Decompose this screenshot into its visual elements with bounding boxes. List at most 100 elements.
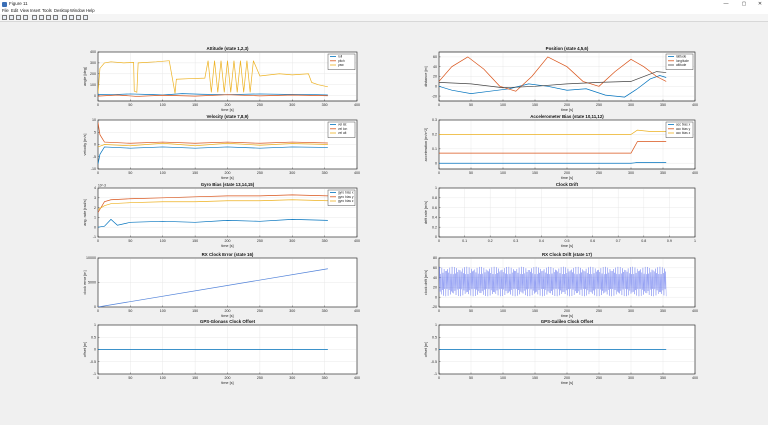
y-axis-label: offset [m] — [424, 342, 428, 358]
series-line-gyro-bias-z — [98, 199, 328, 210]
menu-help[interactable]: Help — [86, 8, 95, 13]
x-axis-label: time [s] — [561, 108, 573, 112]
menu-insert[interactable]: Insert — [30, 8, 41, 13]
series-line-altitude — [439, 71, 667, 89]
y-axis-label: clock error [m] — [83, 270, 87, 294]
menu-window[interactable]: Window — [70, 8, 85, 13]
print-icon[interactable] — [23, 15, 28, 20]
series-line-roll — [98, 93, 328, 96]
y-tick-label: 0 — [94, 143, 96, 147]
new-icon[interactable] — [2, 15, 7, 20]
y-tick-label: -1 — [93, 235, 96, 239]
y-tick-label: 4 — [94, 186, 96, 190]
y-tick-label: 10000 — [86, 256, 96, 260]
matlab-figure-icon — [2, 1, 7, 7]
close-button[interactable]: ✕ — [757, 1, 763, 7]
pan-icon[interactable] — [46, 15, 51, 20]
axes-frame — [97, 257, 358, 308]
x-tick-label: 200 — [225, 103, 231, 107]
save-icon[interactable] — [16, 15, 21, 20]
colorbar-icon[interactable] — [76, 15, 81, 20]
x-tick-label: 350 — [322, 239, 328, 243]
series-line-vel-lat — [98, 146, 328, 165]
datacursor-icon[interactable] — [62, 15, 67, 20]
y-tick-label: 3 — [94, 196, 96, 200]
x-tick-label: 0 — [438, 103, 440, 107]
legend-entry: gyro bias y — [338, 195, 354, 199]
series-line-acc-bias-y — [439, 141, 667, 154]
x-axis-label: time [s] — [221, 176, 233, 180]
x-tick-label: 400 — [354, 376, 360, 380]
y-axis-label: drift rate [m/s] — [424, 201, 428, 224]
chart-gpsgalileo: 0 50 100 150 200 250 300 350 400 -1 -0.5 0 0.5 1 GPS-G… — [424, 319, 698, 385]
x-tick-label: 0 — [438, 309, 440, 313]
rotate-icon[interactable] — [53, 15, 58, 20]
x-tick-label: 400 — [354, 171, 360, 175]
x-tick-label: 400 — [354, 239, 360, 243]
open-icon[interactable] — [9, 15, 14, 20]
y-tick-label: 0.8 — [432, 196, 437, 200]
x-tick-label: 150 — [532, 376, 538, 380]
zoom-out-icon[interactable] — [39, 15, 44, 20]
x-tick-label: 0.4 — [539, 239, 544, 243]
y-tick-label: 0 — [94, 94, 96, 98]
x-tick-label: 400 — [354, 103, 360, 107]
x-tick-label: 400 — [692, 376, 698, 380]
x-axis-label: time [s] — [221, 244, 233, 248]
x-tick-label: 350 — [660, 376, 666, 380]
x-tick-label: 300 — [289, 239, 295, 243]
legend-entry: gyro bias z — [338, 199, 354, 203]
maximize-button[interactable]: ▢ — [741, 1, 747, 7]
x-tick-label: 350 — [660, 103, 666, 107]
x-tick-label: 0 — [438, 376, 440, 380]
series-line-vel-lon — [98, 122, 328, 144]
y-tick-label: 0 — [435, 295, 437, 299]
y-tick-label: 60 — [433, 266, 437, 270]
toolbar — [0, 14, 768, 22]
x-tick-label: 100 — [500, 103, 506, 107]
y-tick-label: 1 — [435, 323, 437, 327]
y-tick-label: 0 — [94, 348, 96, 352]
x-tick-label: 400 — [692, 309, 698, 313]
menu-view[interactable]: View — [20, 8, 30, 13]
x-tick-label: 350 — [660, 171, 666, 175]
series-line-vel-alt — [98, 142, 328, 148]
legend-entry: latitude — [676, 55, 687, 59]
x-tick-label: 0.1 — [462, 239, 467, 243]
menu-edit[interactable]: Edit — [11, 8, 19, 13]
x-tick-label: 250 — [596, 376, 602, 380]
x-axis-label: time [s] — [561, 176, 573, 180]
x-axis-label: time [s] — [561, 314, 573, 318]
x-tick-label: 350 — [322, 376, 328, 380]
x-tick-label: 0.9 — [667, 239, 672, 243]
legend-box — [327, 53, 356, 70]
menu-tools[interactable]: Tools — [42, 8, 52, 13]
zoom-in-icon[interactable] — [32, 15, 37, 20]
menu-file[interactable]: File — [2, 8, 9, 13]
y-exponent-label: 10^-3 — [98, 184, 106, 188]
x-tick-label: 50 — [469, 171, 473, 175]
x-tick-label: 300 — [628, 309, 634, 313]
x-tick-label: 1 — [694, 239, 696, 243]
x-tick-label: 200 — [225, 376, 231, 380]
figure-svg: 0 50 100 150 200 250 300 350 4000100200300400Att… — [83, 46, 698, 385]
minimize-button[interactable]: — — [723, 1, 729, 7]
brush-icon[interactable] — [69, 15, 74, 20]
legend-entry: longitude — [676, 59, 689, 63]
chart-title: Accelerometer Bias (state 10,11,12) — [530, 114, 604, 119]
y-tick-label: 1 — [94, 323, 96, 327]
series-line-acc-bias-x — [439, 162, 667, 164]
series-line-pitch — [98, 94, 328, 97]
x-tick-label: 0.7 — [616, 239, 621, 243]
x-tick-label: 300 — [289, 376, 295, 380]
legend-entry: vel lon — [338, 127, 347, 131]
y-tick-label: 0 — [435, 85, 437, 89]
x-axis-label: time [s] — [221, 108, 233, 112]
chart-velocity: 0 50 100 150 200 250 300 350 400 -10 -5 0 5 10 Velocit… — [83, 114, 360, 180]
x-tick-label: 150 — [192, 239, 198, 243]
legend-icon[interactable] — [83, 15, 88, 20]
menu-desktop[interactable]: Desktop — [54, 8, 70, 13]
